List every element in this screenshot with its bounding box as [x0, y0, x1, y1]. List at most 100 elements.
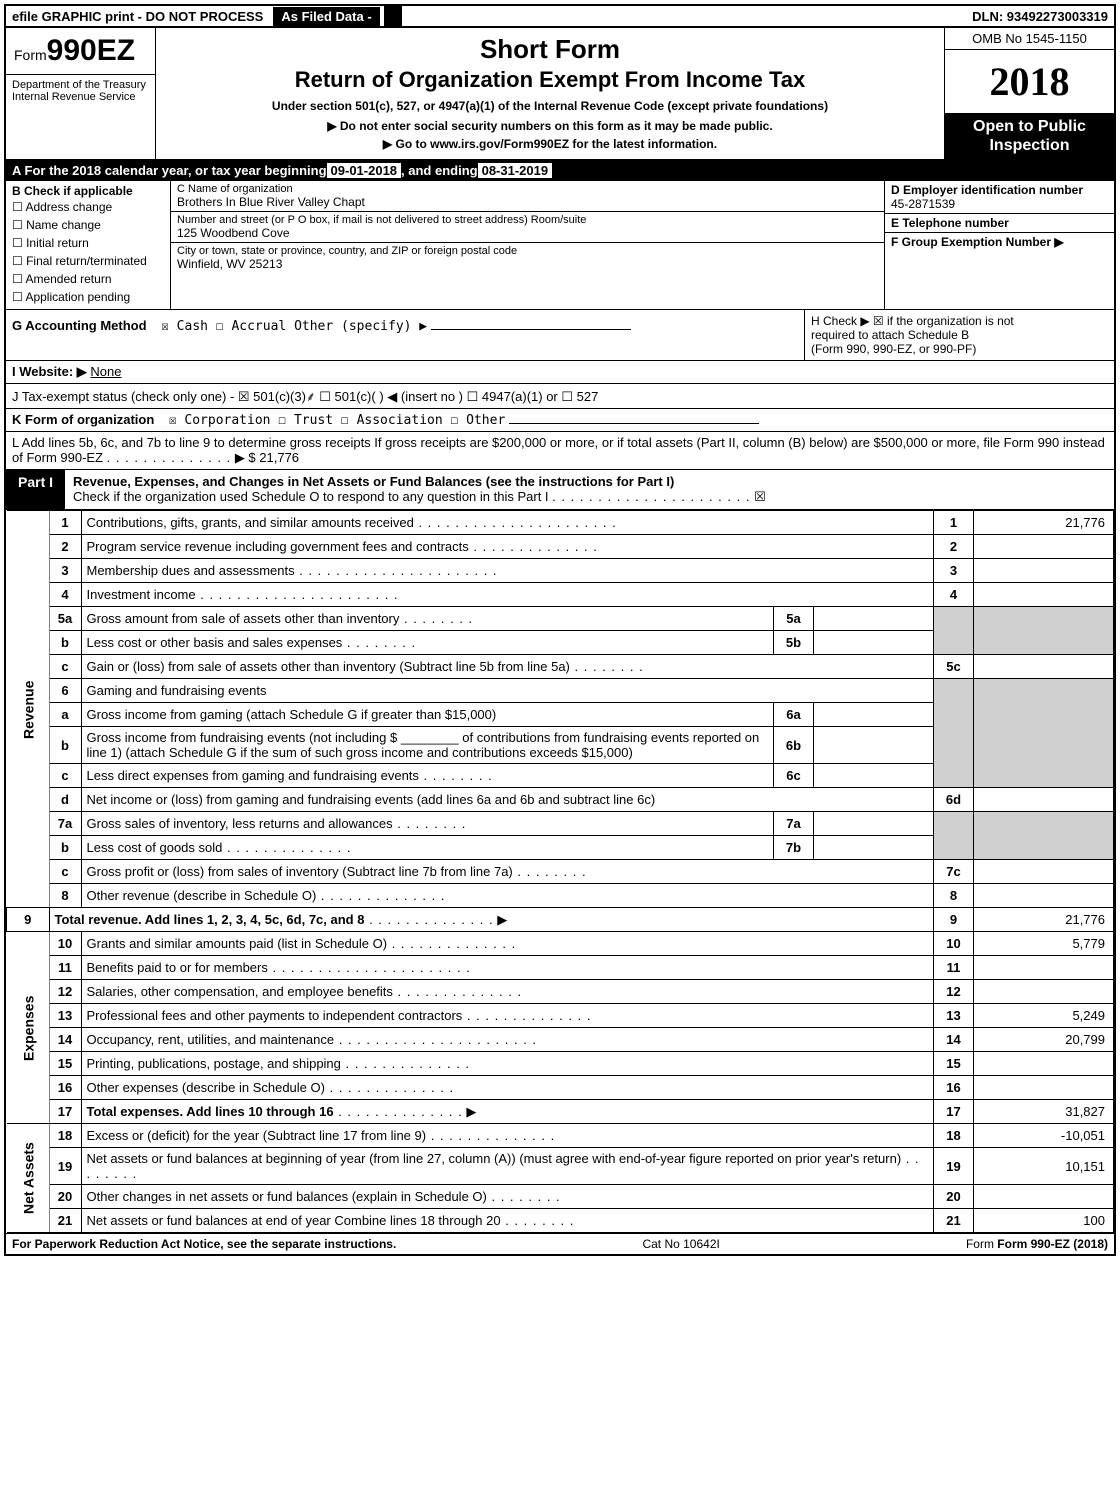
f-group-label: F Group Exemption Number ▶: [891, 235, 1108, 249]
line-10: Expenses 10 Grants and similar amounts p…: [7, 932, 1114, 956]
h-line1: H Check ▶ ☒ if the organization is not: [811, 314, 1108, 328]
line-13: 13 Professional fees and other payments …: [7, 1004, 1114, 1028]
e-telephone-label: E Telephone number: [891, 216, 1108, 230]
row-a-taxyear: A For the 2018 calendar year, or tax yea…: [6, 161, 1114, 181]
row-i-website: I Website: ▶ None: [6, 361, 1114, 384]
lines-table: Revenue 1 Contributions, gifts, grants, …: [6, 510, 1114, 1233]
subtitle: Under section 501(c), 527, or 4947(a)(1)…: [164, 99, 936, 113]
l-dots: [107, 450, 232, 465]
g-options[interactable]: ☒ Cash ☐ Accrual Other (specify) ▶: [161, 319, 427, 334]
row-a-prefix: A For the 2018 calendar year, or tax yea…: [12, 163, 327, 178]
line-7c: c Gross profit or (loss) from sales of i…: [7, 860, 1114, 884]
row-a-mid: , and ending: [401, 163, 478, 178]
c-addr-label: Number and street (or P O box, if mail i…: [177, 214, 878, 226]
row-a-end: 08-31-2019: [478, 163, 553, 178]
header-left: Form990EZ Department of the Treasury Int…: [6, 28, 156, 159]
tax-year: 2018: [945, 50, 1114, 113]
omb-number: OMB No 1545-1150: [945, 28, 1114, 50]
line-6: 6 Gaming and fundraising events: [7, 679, 1114, 703]
open-public-inspection: Open to Public Inspection: [945, 113, 1114, 159]
line-14: 14 Occupancy, rent, utilities, and maint…: [7, 1028, 1114, 1052]
c-addr-value: 125 Woodbend Cove: [177, 226, 878, 240]
form-number-box: Form990EZ: [6, 28, 155, 74]
footer-left: For Paperwork Reduction Act Notice, see …: [12, 1237, 396, 1251]
chk-address-change[interactable]: ☐ Address change: [12, 198, 164, 216]
row-a-begin: 09-01-2018: [327, 163, 402, 178]
line-9: 9 Total revenue. Add lines 1, 2, 3, 4, 5…: [7, 908, 1114, 932]
line-21: 21 Net assets or fund balances at end of…: [7, 1209, 1114, 1233]
row-k-formorg: K Form of organization ☒ Corporation ☐ T…: [6, 409, 1114, 432]
dept-box: Department of the Treasury Internal Reve…: [6, 74, 155, 107]
footer-mid: Cat No 10642I: [642, 1237, 719, 1251]
topbar: efile GRAPHIC print - DO NOT PROCESS As …: [6, 6, 1114, 28]
line-16: 16 Other expenses (describe in Schedule …: [7, 1076, 1114, 1100]
row-gh: G Accounting Method ☒ Cash ☐ Accrual Oth…: [6, 310, 1114, 361]
line-2: 2 Program service revenue including gove…: [7, 535, 1114, 559]
part-i-sub: Check if the organization used Schedule …: [73, 489, 549, 504]
dept-line2: Internal Revenue Service: [12, 91, 149, 103]
line-17: 17 Total expenses. Add lines 10 through …: [7, 1100, 1114, 1124]
c-city-value: Winfield, WV 25213: [177, 257, 878, 271]
h-line2: required to attach Schedule B: [811, 328, 1108, 342]
chk-initial-return[interactable]: ☐ Initial return: [12, 234, 164, 252]
form-container: efile GRAPHIC print - DO NOT PROCESS As …: [4, 4, 1116, 1256]
c-name-value: Brothers In Blue River Valley Chapt: [177, 195, 878, 209]
col-c-orginfo: C Name of organization Brothers In Blue …: [171, 181, 884, 309]
form-prefix: Form: [14, 47, 47, 63]
k-label: K Form of organization: [12, 412, 154, 427]
c-addr-row: Number and street (or P O box, if mail i…: [171, 212, 884, 243]
c-city-label: City or town, state or province, country…: [177, 245, 878, 257]
line-5c: c Gain or (loss) from sale of assets oth…: [7, 655, 1114, 679]
k-other-blank[interactable]: [509, 423, 759, 424]
side-revenue: Revenue: [7, 511, 50, 908]
row-j-taxexempt: J Tax-exempt status (check only one) - ☒…: [6, 384, 1114, 409]
part-i-check[interactable]: ☒: [754, 489, 766, 504]
dept-line1: Department of the Treasury: [12, 79, 149, 91]
line-20: 20 Other changes in net assets or fund b…: [7, 1185, 1114, 1209]
i-value: None: [90, 364, 121, 379]
side-netassets: Net Assets: [7, 1124, 50, 1233]
part-i-title: Revenue, Expenses, and Changes in Net As…: [73, 474, 674, 489]
g-other-blank[interactable]: [431, 329, 631, 330]
title-shortform: Short Form: [164, 34, 936, 65]
chk-name-change[interactable]: ☐ Name change: [12, 216, 164, 234]
footer: For Paperwork Reduction Act Notice, see …: [6, 1233, 1114, 1254]
asfiled-blank: [384, 6, 402, 26]
k-options[interactable]: ☒ Corporation ☐ Trust ☐ Association ☐ Ot…: [169, 413, 506, 428]
part-i-text: Revenue, Expenses, and Changes in Net As…: [65, 470, 1114, 509]
line-1: Revenue 1 Contributions, gifts, grants, …: [7, 511, 1114, 535]
row-l-grossreceipts: L Add lines 5b, 6c, and 7b to line 9 to …: [6, 432, 1114, 470]
line-6d: d Net income or (loss) from gaming and f…: [7, 788, 1114, 812]
col-def: D Employer identification number 45-2871…: [884, 181, 1114, 309]
line-19: 19 Net assets or fund balances at beginn…: [7, 1148, 1114, 1185]
section-bcdef: B Check if applicable ☐ Address change ☐…: [6, 181, 1114, 310]
chk-final-return[interactable]: ☐ Final return/terminated: [12, 252, 164, 270]
form-number: 990EZ: [47, 34, 135, 67]
line-15: 15 Printing, publications, postage, and …: [7, 1052, 1114, 1076]
chk-application-pending[interactable]: ☐ Application pending: [12, 288, 164, 306]
d-ein-label: D Employer identification number: [891, 183, 1108, 197]
f-group-row: F Group Exemption Number ▶: [885, 233, 1114, 309]
part-i-dots: [552, 489, 750, 504]
asfiled-label: As Filed Data -: [273, 7, 379, 26]
c-city-row: City or town, state or province, country…: [171, 243, 884, 273]
g-label: G Accounting Method: [12, 318, 147, 333]
line-18: Net Assets 18 Excess or (deficit) for th…: [7, 1124, 1114, 1148]
header-mid: Short Form Return of Organization Exempt…: [156, 28, 944, 159]
line-11: 11 Benefits paid to or for members 11: [7, 956, 1114, 980]
line-3: 3 Membership dues and assessments 3: [7, 559, 1114, 583]
title-return: Return of Organization Exempt From Incom…: [164, 67, 936, 93]
line-8: 8 Other revenue (describe in Schedule O)…: [7, 884, 1114, 908]
efile-label: efile GRAPHIC print - DO NOT PROCESS: [6, 7, 269, 26]
g-accounting-method: G Accounting Method ☒ Cash ☐ Accrual Oth…: [6, 310, 804, 360]
side-expenses: Expenses: [7, 932, 50, 1124]
c-name-row: C Name of organization Brothers In Blue …: [171, 181, 884, 212]
j-text: J Tax-exempt status (check only one) - ☒…: [12, 389, 598, 404]
warning-ssn: ▶ Do not enter social security numbers o…: [164, 119, 936, 133]
h-schedule-b: H Check ▶ ☒ if the organization is not r…: [804, 310, 1114, 360]
h-line3: (Form 990, 990-EZ, or 990-PF): [811, 342, 1108, 356]
line-7a: 7a Gross sales of inventory, less return…: [7, 812, 1114, 836]
col-b-heading: B Check if applicable: [12, 184, 164, 198]
d-ein-value: 45-2871539: [891, 197, 1108, 211]
chk-amended-return[interactable]: ☐ Amended return: [12, 270, 164, 288]
